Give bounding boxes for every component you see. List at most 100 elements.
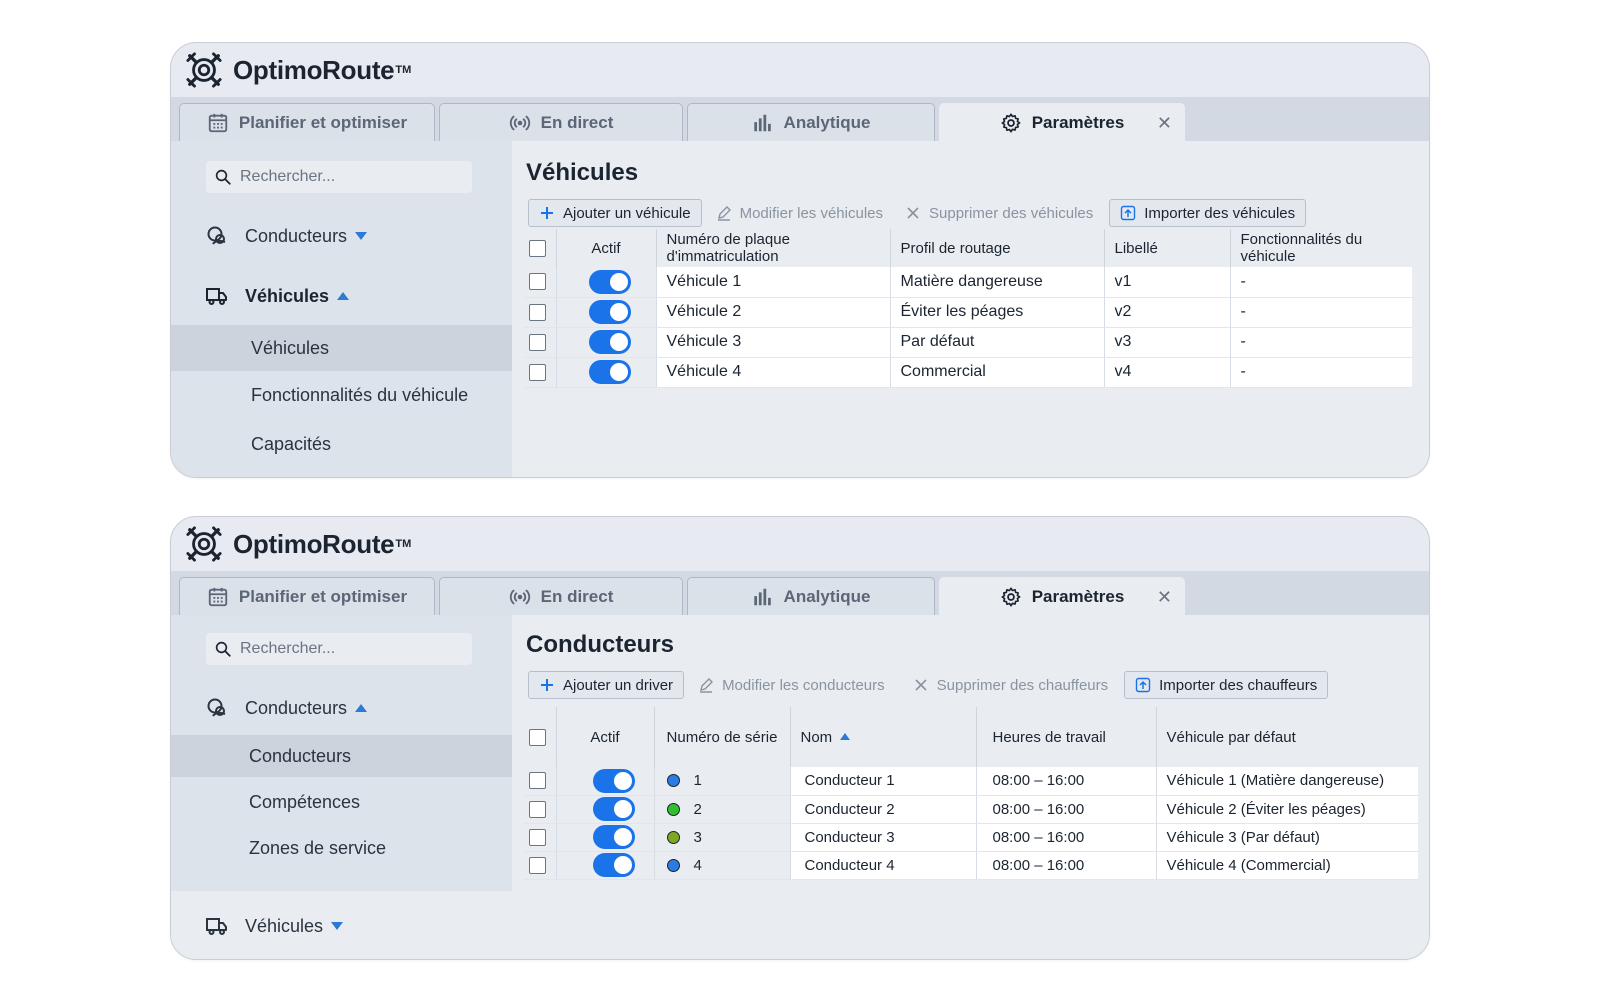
tab-bar: Planifier et optimiser En direct Analyti… [171,97,1429,141]
tab-plan-optimize[interactable]: Planifier et optimiser [179,577,435,615]
table-row[interactable]: Véhicule 1 Matière dangereuse v1 - [524,267,1412,298]
page-title: Conducteurs [526,631,675,658]
search-placeholder: Rechercher... [240,168,336,185]
add-vehicle-button[interactable]: Ajouter un véhicule [528,199,702,227]
column-header[interactable]: Actif [556,229,657,267]
label-cell: v2 [1104,297,1231,328]
column-header[interactable]: Fonctionnalités du véhicule [1240,231,1363,265]
plus-icon [541,679,553,691]
active-toggle[interactable] [588,360,631,384]
table-row[interactable]: Véhicule 4 Commercial v4 - [524,357,1412,388]
title-bar: OptimoRoute TM [171,43,1429,97]
sidebar-group-vehicles[interactable]: Véhicules [171,267,512,325]
row-checkbox[interactable] [529,273,546,291]
button-label: Ajouter un véhicule [563,204,691,222]
table-row[interactable]: 3 Conducteur 3 08:00 – 16:00 Véhicule 3 … [524,823,1418,852]
truck-icon [206,918,227,935]
column-header[interactable]: Profil de routage [890,229,1105,267]
upload-icon [1135,677,1151,693]
sidebar-item-capacities[interactable]: Capacités [251,433,332,454]
sidebar-group-label: Conducteurs [245,697,348,718]
tab-label: Analytique [783,112,871,132]
active-toggle[interactable] [592,853,635,877]
table-row[interactable]: 2 Conducteur 2 08:00 – 16:00 Véhicule 2 … [524,795,1418,824]
button-label: Supprimer des véhicules [929,204,1094,222]
column-header[interactable]: Numéro de plaque d'immatriculation [656,229,891,267]
active-toggle[interactable] [592,797,635,821]
row-checkbox[interactable] [529,303,546,321]
tab-live[interactable]: En direct [439,103,683,141]
edit-vehicles-button[interactable]: Modifier les véhicules [706,199,893,227]
tab-settings[interactable]: Paramètres ✕ [939,103,1185,141]
delete-vehicles-button[interactable]: Supprimer des véhicules [895,199,1103,227]
profile-cell: Matière dangereuse [890,267,1105,298]
broadcast-icon [509,589,530,604]
table-row[interactable]: Véhicule 2 Éviter les péages v2 - [524,297,1412,328]
import-drivers-button[interactable]: Importer des chauffeurs [1124,671,1329,699]
tab-analytics[interactable]: Analytique [687,103,935,141]
column-header[interactable]: Libellé [1104,229,1231,267]
truck-icon [206,288,227,305]
plate-cell: Véhicule 3 [656,327,891,358]
column-header[interactable]: Numéro de série [654,707,791,767]
row-checkbox[interactable] [529,772,546,790]
serial-cell: 2 [693,800,702,818]
table-row[interactable]: Véhicule 3 Par défaut v3 - [524,327,1412,358]
active-toggle[interactable] [592,768,635,793]
delete-drivers-button[interactable]: Supprimer des chauffeurs [903,671,1118,699]
sidebar-group-drivers[interactable]: Conducteurs [171,207,512,265]
import-vehicles-button[interactable]: Importer des véhicules [1109,199,1307,227]
vehicles-table: Actif Numéro de plaque d'immatriculation… [524,229,1412,388]
features-cell: - [1230,267,1412,298]
close-icon[interactable]: ✕ [1156,587,1172,607]
sidebar-item-drivers[interactable]: Conducteurs [171,735,512,777]
add-driver-button[interactable]: Ajouter un driver [528,671,685,699]
label-cell: v4 [1104,357,1231,388]
tab-analytics[interactable]: Analytique [687,577,935,615]
upload-icon [1121,205,1136,221]
chevron-down-icon [355,232,368,240]
column-header[interactable]: Véhicule par défaut [1166,728,1296,746]
sidebar-group-vehicles[interactable]: Véhicules [171,891,512,959]
active-toggle[interactable] [588,330,631,354]
table-row[interactable]: 1 Conducteur 1 08:00 – 16:00 Véhicule 1 … [524,767,1418,796]
broadcast-icon [509,115,530,130]
select-all-checkbox[interactable] [529,728,546,746]
column-header[interactable]: Heures de travail [976,707,1157,767]
sidebar-item-vehicles[interactable]: Véhicules [171,325,512,371]
tab-plan-optimize[interactable]: Planifier et optimiser [179,103,435,141]
tab-live[interactable]: En direct [439,577,683,615]
pencil-icon [717,206,731,221]
row-checkbox[interactable] [529,828,546,846]
close-icon[interactable]: ✕ [1156,113,1172,133]
search-input[interactable]: Rechercher... [206,161,472,193]
tab-settings[interactable]: Paramètres ✕ [939,577,1185,615]
plate-cell: Véhicule 4 [656,357,891,388]
search-input[interactable]: Rechercher... [206,633,472,665]
toolbar: Ajouter un driver Modifier les conducteu… [528,670,1329,700]
edit-drivers-button[interactable]: Modifier les conducteurs [688,671,895,699]
active-toggle[interactable] [588,300,631,324]
gear-icon [1001,586,1021,607]
row-checkbox[interactable] [529,363,546,381]
active-toggle[interactable] [592,825,635,849]
hours-cell: 08:00 – 16:00 [976,851,1157,880]
row-checkbox[interactable] [529,856,546,874]
logo-icon [186,526,222,562]
sidebar-item-service-zones[interactable]: Zones de service [249,837,387,858]
sidebar-group-drivers[interactable]: Conducteurs [171,679,512,737]
sidebar-item-vehicle-features[interactable]: Fonctionnalités du véhicule [251,384,469,405]
column-header[interactable]: Actif [556,707,655,767]
column-header-name[interactable]: Nom [790,707,977,767]
default-vehicle-cell: Véhicule 4 (Commercial) [1156,851,1418,880]
table-row[interactable]: 4 Conducteur 4 08:00 – 16:00 Véhicule 4 … [524,851,1418,880]
profile-cell: Par défaut [890,327,1105,358]
features-cell: - [1230,297,1412,328]
tab-label: Analytique [783,586,871,606]
row-checkbox[interactable] [529,333,546,351]
active-toggle[interactable] [588,269,631,294]
row-checkbox[interactable] [529,800,546,818]
column-header-label: Nom [800,728,833,746]
select-all-checkbox[interactable] [529,239,546,257]
sidebar-item-skills[interactable]: Compétences [249,791,361,812]
